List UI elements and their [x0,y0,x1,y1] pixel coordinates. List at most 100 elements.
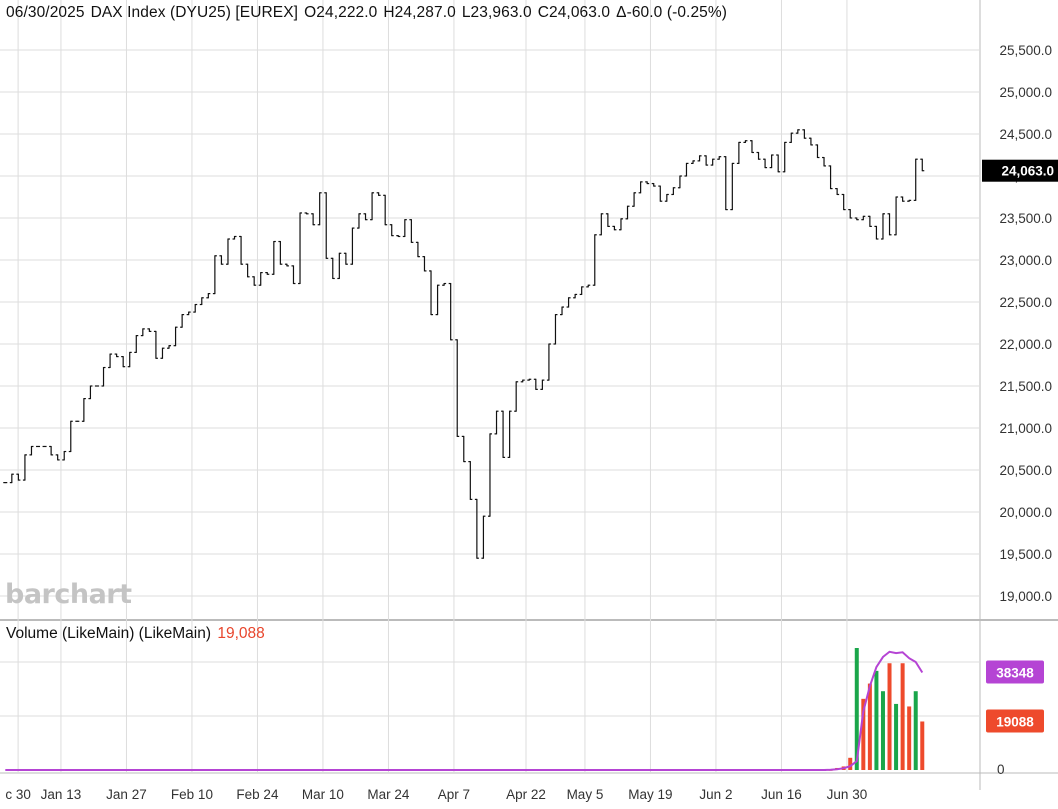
ohlc-bar [573,293,578,299]
header-date: 06/30/2025 [6,4,85,21]
ohlc-bar [848,209,853,219]
ohlc-bar [920,158,925,172]
ohlc-bar [671,187,676,196]
ohlc-bar [533,378,538,390]
ohlc-bar [481,515,486,559]
ohlc-bar [219,255,224,265]
ohlc-bar [677,175,682,189]
ohlc-bar [88,385,93,400]
ohlc-bar [448,282,453,341]
price-tick-label: 21,000.0 [999,421,1052,436]
ohlc-bar [68,420,73,453]
ohlc-bar [337,252,342,280]
ohlc-bar [415,241,420,258]
ohlc-bar [370,192,375,221]
price-tick-label: 25,000.0 [999,85,1052,100]
price-tick-label: 23,500.0 [999,211,1052,226]
ohlc-bar [212,255,217,295]
ohlc-bar [684,162,689,177]
volume-bar [894,703,899,770]
ohlc-bar [880,213,885,240]
ohlc-bar [808,137,813,146]
ohlc-bar [206,293,211,299]
ohlc-bar [29,445,34,456]
ohlc-bar [62,450,67,461]
ohlc-bar [566,297,571,308]
ohlc-bar [776,154,781,173]
ohlc-bar [553,314,558,345]
ohlc-bar [252,276,257,286]
date-tick-label: Jun 2 [699,787,732,802]
ohlc-bar [265,272,270,275]
ohlc-bar [854,217,859,221]
date-tick-label: Jan 27 [106,787,147,802]
ohlc-bar [730,162,735,211]
ohlc-bar [258,272,263,286]
ohlc-bar [232,235,237,240]
ohlc-bar [795,129,800,134]
ohlc-bar [723,156,728,211]
header-open: O24,222.0 [304,4,378,21]
ohlc-bar [324,192,329,259]
chart-header: 06/30/2025 DAX Index (DYU25) [EUREX] O24,2… [6,4,733,22]
ohlc-bar [167,345,172,349]
ohlc-bar [343,252,348,265]
ohlc-bar [789,132,794,143]
ohlc-bar [645,181,650,185]
volume-value-tag [986,709,1044,733]
ohlc-bar [743,140,748,143]
ohlc-bar [75,420,80,422]
volume-bar [907,706,912,770]
volume-bar [913,691,918,770]
ohlc-bar [160,347,165,359]
date-tick-label: c 30 [5,787,31,802]
date-tick-label: May 5 [567,787,604,802]
header-close: C24,063.0 [537,4,611,21]
ohlc-bar [284,263,289,267]
ohlc-bar [514,381,519,412]
ohlc-bar [42,445,47,448]
ohlc-bar [461,435,466,463]
ohlc-bar [618,218,623,231]
moving-average-tag [986,660,1044,684]
ohlc-bar [422,256,427,272]
ohlc-bar [180,314,185,328]
ohlc-bar [894,196,899,236]
ohlc-bar [527,378,532,381]
ohlc-bar [16,473,21,481]
header-change: Δ-60.0 (-0.25%) [616,4,728,21]
date-tick-label: Jan 13 [41,787,82,802]
ohlc-bar [861,215,866,221]
ohlc-bar [108,353,113,369]
last-price-tag [982,159,1058,182]
volume-bar [854,648,859,770]
barchart-watermark: barchart [5,579,132,610]
ohlc-bar [81,398,86,422]
ohlc-bar [520,379,525,383]
price-tick-label: 19,000.0 [999,589,1052,604]
ohlc-bar [474,498,479,559]
volume-moving-average-line [5,650,924,771]
volume-tick-label: 0 [997,762,1005,777]
volume-bar [887,663,892,770]
ohlc-bar [468,461,473,500]
ohlc-bar [376,192,381,196]
last-price-label: 24,063.0 [1001,164,1054,179]
ohlc-bar [317,192,322,226]
header-symbol: DAX Index (DYU25) [EUREX] [90,4,299,21]
ohlc-bar [402,219,407,238]
ohlc-bar [763,158,768,169]
price-tick-label: 19,500.0 [999,547,1052,562]
ohlc-bar [913,158,918,201]
ohlc-bar [494,410,499,435]
ohlc-bar [900,196,905,202]
date-tick-label: Mar 24 [367,787,410,802]
ohlc-bar [291,265,296,285]
ohlc-bar [94,385,99,387]
ohlc-bar [114,353,119,358]
ohlc-bar [717,156,722,160]
ohlc-bar [239,235,244,265]
ohlc-bar [605,213,610,227]
ohlc-bar [769,154,774,169]
